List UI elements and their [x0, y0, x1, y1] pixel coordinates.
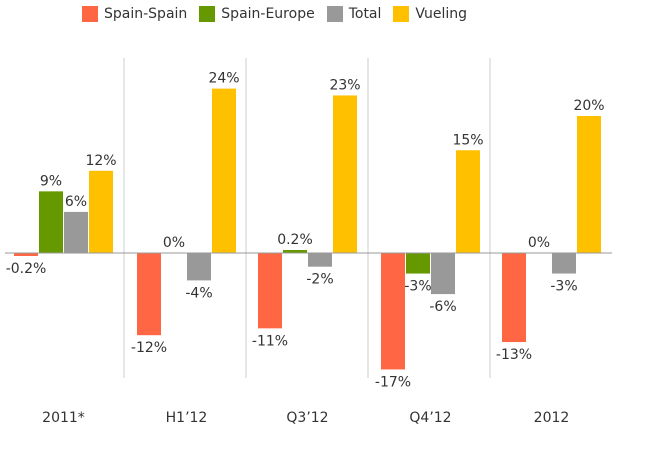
data-label-spain-europe-5: 0%	[528, 235, 550, 251]
data-label-total-2: -4%	[185, 285, 212, 301]
data-label-spain-europe-2: 0%	[163, 235, 185, 251]
legend: Spain-Spain Spain-Europe Total Vueling	[82, 6, 479, 22]
data-label-vueling-3: 23%	[329, 77, 360, 93]
legend-swatch-spain-spain	[82, 6, 98, 22]
data-label-total-1: 6%	[65, 194, 87, 210]
data-label-vueling-5: 20%	[573, 98, 604, 114]
legend-item-spain-spain: Spain-Spain	[82, 6, 187, 22]
bar-spain-europe-4	[406, 253, 430, 274]
bar-vueling-3	[333, 95, 357, 253]
bar-spain-spain-5	[502, 253, 526, 343]
data-label-total-4: -6%	[429, 299, 456, 315]
data-label-vueling-2: 24%	[208, 71, 239, 87]
data-label-spain-spain-5: -13%	[496, 347, 532, 363]
bar-spain-spain-4	[381, 253, 405, 370]
bar-total-3	[308, 253, 332, 267]
bar-spain-europe-3	[283, 250, 307, 253]
data-label-total-5: -3%	[550, 279, 577, 295]
bar-total-5	[552, 253, 576, 274]
legend-label-spain-europe: Spain-Europe	[221, 6, 315, 22]
data-label-spain-europe-1: 9%	[40, 173, 62, 189]
data-label-vueling-4: 15%	[452, 132, 483, 148]
bar-vueling-1	[89, 170, 113, 253]
legend-item-spain-europe: Spain-Europe	[199, 6, 315, 22]
bar-vueling-2	[212, 88, 236, 253]
category-label-3: Q3’12	[286, 410, 328, 426]
legend-label-vueling: Vueling	[415, 6, 468, 22]
data-label-total-3: -2%	[306, 272, 333, 288]
legend-item-vueling: Vueling	[393, 6, 467, 22]
bar-spain-spain-3	[258, 253, 282, 329]
category-label-2: H1’12	[166, 410, 208, 426]
legend-swatch-vueling	[393, 6, 410, 22]
bar-spain-europe-1	[39, 191, 63, 253]
category-label-1: 2011*	[42, 410, 85, 426]
bar-spain-spain-1	[14, 253, 38, 256]
category-label-5: 2012	[534, 410, 570, 426]
data-label-spain-europe-3: 0.2%	[277, 232, 313, 248]
legend-swatch-spain-europe	[199, 6, 216, 22]
legend-item-total: Total	[326, 6, 382, 22]
data-label-spain-spain-1: -0.2%	[6, 261, 47, 277]
data-label-vueling-1: 12%	[85, 153, 116, 169]
bar-total-4	[431, 253, 455, 295]
bar-spain-spain-2	[137, 253, 161, 336]
bar-total-1	[64, 211, 88, 253]
data-label-spain-spain-3: -11%	[252, 333, 288, 349]
legend-swatch-total	[326, 6, 343, 22]
data-label-spain-spain-2: -12%	[131, 340, 167, 356]
category-label-4: Q4’12	[409, 410, 451, 426]
data-label-spain-spain-4: -17%	[375, 374, 411, 390]
data-label-spain-europe-4: -3%	[404, 279, 431, 295]
legend-label-spain-spain: Spain-Spain	[104, 6, 188, 22]
bar-total-2	[187, 253, 211, 281]
bar-vueling-4	[456, 150, 480, 253]
bar-vueling-5	[577, 116, 601, 253]
legend-label-total: Total	[348, 6, 382, 22]
